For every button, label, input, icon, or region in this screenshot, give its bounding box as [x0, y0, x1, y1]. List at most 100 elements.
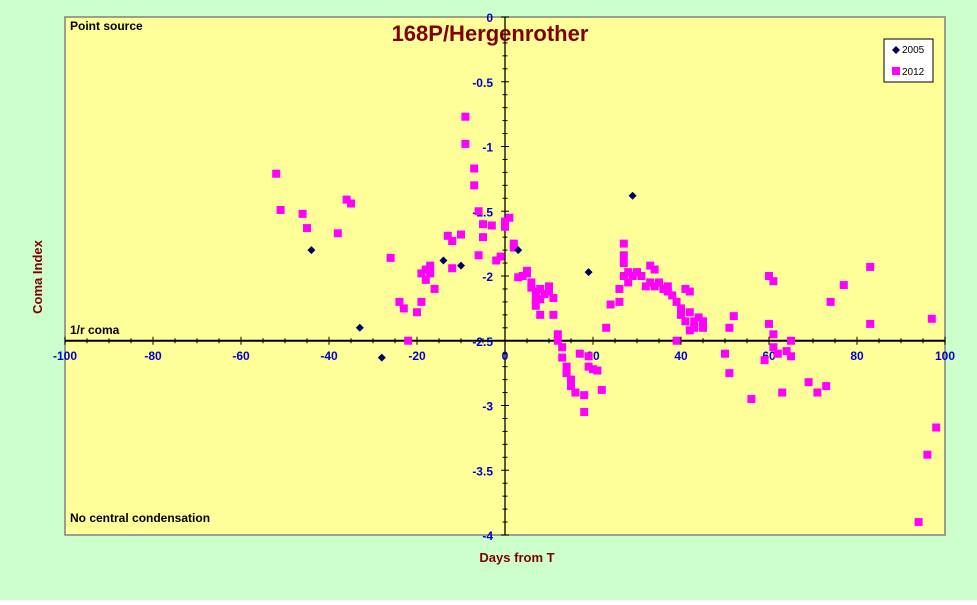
- data-point-2012: [536, 284, 545, 293]
- data-point-2012: [545, 282, 553, 291]
- data-point-2012: [553, 330, 562, 339]
- data-point-2012: [580, 391, 589, 400]
- data-point-2005: [457, 261, 465, 270]
- data-point-2012: [470, 164, 479, 173]
- data-point-2012: [531, 301, 540, 310]
- data-point-2012: [527, 278, 536, 287]
- data-point-2012: [699, 317, 707, 326]
- data-point-2012: [914, 518, 923, 527]
- data-point-2012: [509, 243, 518, 252]
- data-point-2012: [426, 261, 435, 270]
- y-tick-label: -1: [482, 141, 493, 155]
- data-point-2012: [677, 304, 685, 313]
- data-point-2012: [729, 312, 738, 321]
- data-point-2012: [421, 265, 430, 274]
- data-point-2012: [637, 272, 646, 280]
- data-point-2012: [527, 283, 536, 292]
- data-point-2012: [580, 407, 589, 416]
- data-point-2012: [778, 388, 787, 397]
- data-point-2012: [813, 388, 822, 397]
- data-point-2012: [769, 330, 778, 339]
- data-point-2012: [514, 273, 523, 282]
- data-point-2012: [804, 378, 813, 387]
- data-point-2005: [628, 191, 637, 200]
- data-point-2012: [602, 323, 611, 332]
- x-tick-label: 40: [674, 349, 688, 363]
- annotation-point-source: Point source: [70, 19, 143, 33]
- y-tick-label: -4: [482, 529, 493, 543]
- data-point-2012: [562, 369, 571, 378]
- data-point-2012: [479, 220, 487, 229]
- data-point-2012: [690, 323, 699, 332]
- data-point-2012: [747, 395, 756, 404]
- data-point-2012: [628, 272, 637, 280]
- data-point-2012: [589, 365, 597, 374]
- data-point-2012: [606, 300, 615, 309]
- data-point-2012: [615, 297, 624, 306]
- data-point-2012: [536, 310, 545, 319]
- data-point-2012: [725, 369, 734, 378]
- data-point-2012: [567, 382, 575, 391]
- data-point-2005: [355, 323, 364, 332]
- legend-label-2005: 2005: [902, 45, 925, 56]
- data-point-2012: [615, 284, 624, 293]
- data-point-2012: [562, 362, 571, 371]
- data-point-2012: [619, 259, 628, 268]
- data-point-2012: [333, 229, 342, 238]
- data-point-2012: [593, 366, 602, 375]
- data-point-2012: [787, 336, 795, 345]
- data-point-2012: [663, 287, 672, 296]
- data-point-2012: [655, 278, 663, 287]
- data-point-2012: [298, 209, 307, 218]
- data-point-2012: [765, 319, 773, 328]
- data-point-2012: [839, 281, 848, 290]
- data-point-2012: [633, 268, 641, 277]
- data-point-2012: [866, 262, 875, 271]
- data-point-2012: [558, 353, 567, 362]
- data-point-2012: [672, 297, 681, 306]
- annotation-no-central-condensation: No central condensation: [70, 511, 210, 525]
- data-point-2012: [347, 199, 355, 208]
- data-point-2012: [448, 237, 457, 246]
- data-point-2012: [272, 169, 281, 178]
- data-point-2012: [681, 317, 690, 326]
- data-point-2012: [386, 253, 395, 262]
- data-point-2012: [474, 207, 483, 216]
- data-point-2012: [276, 205, 285, 214]
- data-point-2012: [932, 423, 941, 432]
- data-point-2012: [518, 272, 527, 280]
- data-point-2012: [571, 388, 580, 397]
- data-point-2005: [514, 246, 523, 255]
- x-tick-label: -40: [320, 349, 338, 363]
- data-point-2012: [619, 272, 628, 280]
- data-point-2012: [474, 251, 483, 260]
- data-point-2012: [536, 295, 545, 304]
- data-point-2012: [492, 256, 501, 265]
- x-tick-label: -80: [144, 349, 162, 363]
- legend: 2005 2012: [883, 38, 934, 83]
- data-point-2012: [417, 297, 426, 306]
- points-layer: [272, 112, 941, 527]
- data-point-2012: [575, 349, 584, 358]
- data-point-2012: [619, 239, 628, 248]
- data-point-2012: [685, 326, 694, 335]
- y-tick-label: -2: [482, 270, 493, 284]
- data-point-2012: [826, 297, 835, 306]
- data-point-2012: [677, 310, 685, 319]
- data-point-2012: [567, 375, 575, 384]
- data-point-2005: [584, 268, 593, 277]
- data-point-2012: [540, 290, 549, 299]
- x-axis-label: Days from T: [479, 550, 554, 565]
- data-point-2012: [641, 282, 650, 291]
- data-point-2012: [395, 297, 404, 306]
- data-point-2012: [685, 287, 694, 296]
- data-point-2012: [553, 336, 562, 345]
- data-point-2012: [531, 287, 540, 296]
- legend-label-2012: 2012: [902, 67, 925, 78]
- data-point-2012: [650, 265, 659, 274]
- data-point-2012: [619, 251, 628, 260]
- data-point-2012: [584, 362, 593, 371]
- data-point-2012: [685, 308, 694, 317]
